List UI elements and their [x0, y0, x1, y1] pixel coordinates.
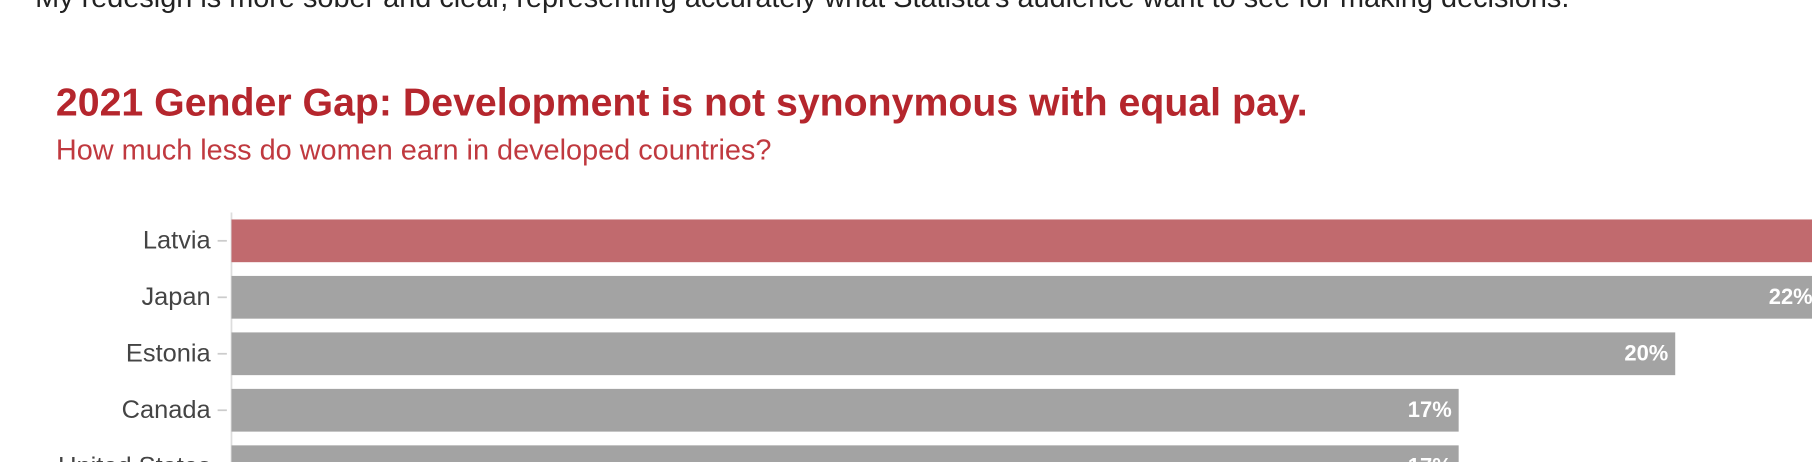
- bar: [231, 219, 1812, 263]
- category-label: Estonia: [126, 340, 212, 368]
- category-label: Canada: [122, 396, 212, 424]
- bar: [231, 275, 1812, 319]
- chart-title: 2021 Gender Gap: Development is not syno…: [56, 81, 1308, 125]
- intro-text: My redesign is more sober and clear, rep…: [35, 0, 1569, 14]
- value-label: 17%: [1408, 397, 1452, 422]
- category-label: Japan: [141, 283, 210, 311]
- chart-subtitle: How much less do women earn in developed…: [56, 134, 771, 166]
- value-label: 22%: [1769, 284, 1812, 309]
- category-label: United States: [58, 453, 211, 462]
- value-label: 20%: [1624, 341, 1668, 366]
- bar: [231, 445, 1459, 462]
- value-label: 17%: [1408, 454, 1452, 462]
- category-label: Latvia: [143, 227, 212, 255]
- bar: [231, 332, 1676, 376]
- bar: [231, 388, 1459, 432]
